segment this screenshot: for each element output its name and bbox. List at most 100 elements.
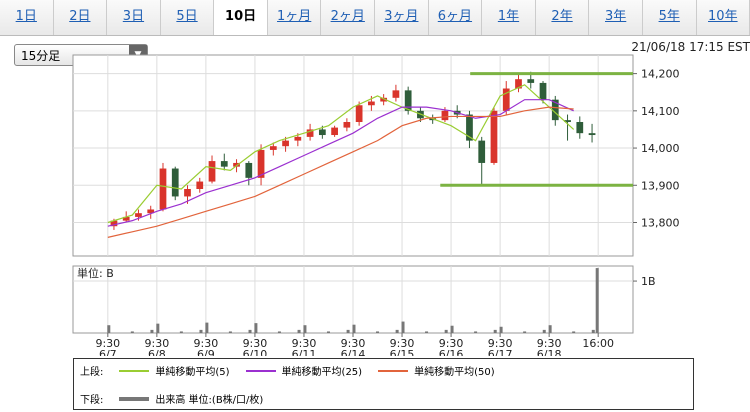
y-tick-label: 14,200 [641,68,680,81]
legend-text: 単純移動平均(5) [155,367,230,378]
x-tick-label: 9:30 6/14 [341,337,366,356]
tab[interactable]: 1日 [0,0,54,35]
tab[interactable]: 3日 [107,0,161,35]
tab[interactable]: 6ヶ月 [428,0,483,35]
legend-row: 下段: 出来高 単位:(B株/口/枚) [80,391,263,406]
tab[interactable]: 2年 [535,0,590,35]
x-tick-line: 9:30 [292,337,317,350]
x-tick-line: 16:00 [582,337,614,350]
x-tick-label: 9:30 6/8 [145,337,170,356]
tab[interactable]: 5年 [642,0,697,35]
y-tick-label: 14,000 [641,142,680,155]
volume-bar [444,329,448,333]
candle-body [490,110,498,163]
x-tick-line: 6/11 [292,348,317,356]
candle-body [539,82,547,100]
candle-body [380,97,388,102]
volume-bar [493,329,497,333]
x-tick-line: 9:30 [95,337,120,350]
legend-swatch [119,396,150,401]
candle-body [355,105,363,122]
legend-label: 下段: [80,395,104,406]
x-tick-label: 9:30 6/15 [390,337,415,356]
x-tick-line: 6/17 [488,348,513,356]
volume-bar [474,331,478,333]
volume-bar [376,331,380,333]
candle-body [306,129,314,137]
legend-label: 上段: [80,367,104,378]
tab[interactable]: 10日 [214,0,268,35]
x-tick-label: 9:30 6/18 [537,337,562,356]
y-tick-label: 13,900 [641,179,680,192]
x-tick-line: 9:30 [537,337,562,350]
candle-body [392,90,400,98]
volume-bar [130,331,134,333]
x-tick-line: 9:30 [390,337,415,350]
volume-bar [591,329,595,333]
x-tick-line: 6/10 [243,348,268,356]
x-tick-label: 9:30 6/17 [488,337,513,356]
candle-body [564,120,571,122]
volume-bar [499,326,503,333]
volume-bar [346,329,350,333]
volume-bar [523,331,527,333]
y-tick-label: 1B [641,275,656,288]
candle-body [208,161,216,182]
volume-bar [542,329,546,333]
x-tick-line: 6/9 [197,348,215,356]
legend-text: 出来高 単位:(B株/口/枚) [155,395,264,406]
x-tick-label: 9:30 6/16 [439,337,464,356]
candle-body [282,140,289,147]
volume-bar [199,329,203,333]
x-tick-line: 9:30 [145,337,170,350]
x-tick-line: 6/18 [537,348,562,356]
volume-bar [395,329,399,333]
x-tick-line: 9:30 [488,337,513,350]
volume-bar [107,325,111,333]
volume-bar [326,331,330,333]
tab[interactable]: 1ヶ月 [267,0,322,35]
x-tick-line: 6/7 [99,348,117,356]
volume-bar [297,329,301,333]
volume-bar [303,325,307,333]
tab[interactable]: 5日 [160,0,215,35]
candle-body [368,101,375,106]
x-tick-line: 9:30 [194,337,219,350]
volume-bar [425,331,429,333]
volume-bar [277,331,281,333]
candle-body [527,79,535,83]
x-tick-label: 9:30 6/9 [194,337,219,356]
candle-body [441,110,449,121]
moving-average [107,106,574,238]
tab[interactable]: 3ヶ月 [375,0,429,35]
tab[interactable]: 2日 [53,0,108,35]
y-tick-label: 14,100 [641,105,680,118]
tab[interactable]: 10年 [696,0,750,35]
candle-body [122,216,130,221]
volume-bar [548,325,552,333]
x-tick-line: 6/15 [390,348,415,356]
x-tick-line: 9:30 [439,337,464,350]
candle-body [196,181,204,189]
y-tick-label: 13,800 [641,217,680,230]
candle-body [233,162,240,167]
tab[interactable]: 2ヶ月 [321,0,376,35]
candle-body [515,79,522,89]
candle-body [588,133,596,136]
candle-body [404,90,412,111]
candle-body [110,220,118,227]
volume-bar [254,323,258,333]
candle-body [478,140,486,163]
x-tick-line: 9:30 [341,337,366,350]
tab[interactable]: 1年 [482,0,536,35]
moving-average [107,99,574,227]
volume-bar [572,331,576,333]
volume-bar [450,325,454,333]
tab[interactable]: 3年 [589,0,643,35]
candle-body [135,213,142,217]
volume-bar [401,321,405,333]
legend-swatch [245,369,276,372]
candle-body [551,99,559,121]
volume-bar [595,268,599,333]
x-tick-line: 9:30 [243,337,268,350]
